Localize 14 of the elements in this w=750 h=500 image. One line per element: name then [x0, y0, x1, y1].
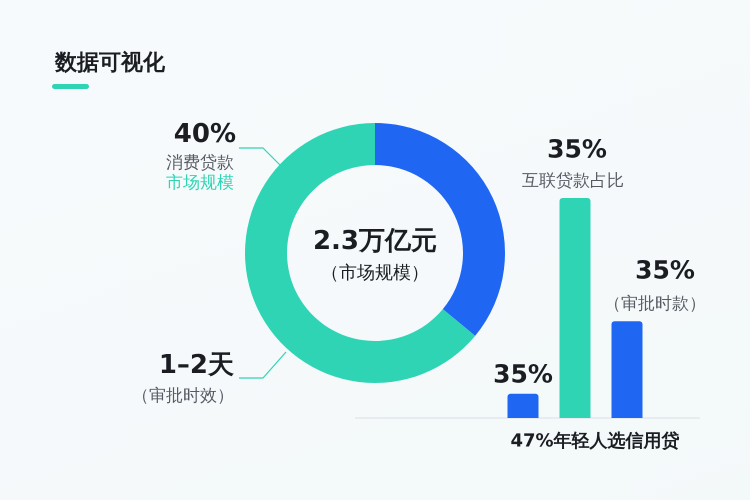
x-axis-title: 47%年轻人选信用贷	[510, 430, 680, 452]
text: 40%	[174, 119, 236, 149]
text: 消费贷款	[166, 153, 234, 173]
text: （市场规模）	[321, 262, 429, 284]
text: 1–2天	[158, 350, 234, 380]
annotation: （审批时款）	[604, 294, 706, 314]
annotation: 35%	[635, 256, 695, 285]
chart-title: 数据可视化	[54, 50, 166, 76]
annotation: 35%	[493, 359, 553, 388]
text: （审批时效）	[132, 386, 234, 406]
text: 35%	[547, 134, 607, 164]
text: 市场规模	[166, 173, 234, 193]
text: 互联贷款占比	[522, 171, 624, 191]
text: 2.3万亿元	[312, 226, 438, 256]
